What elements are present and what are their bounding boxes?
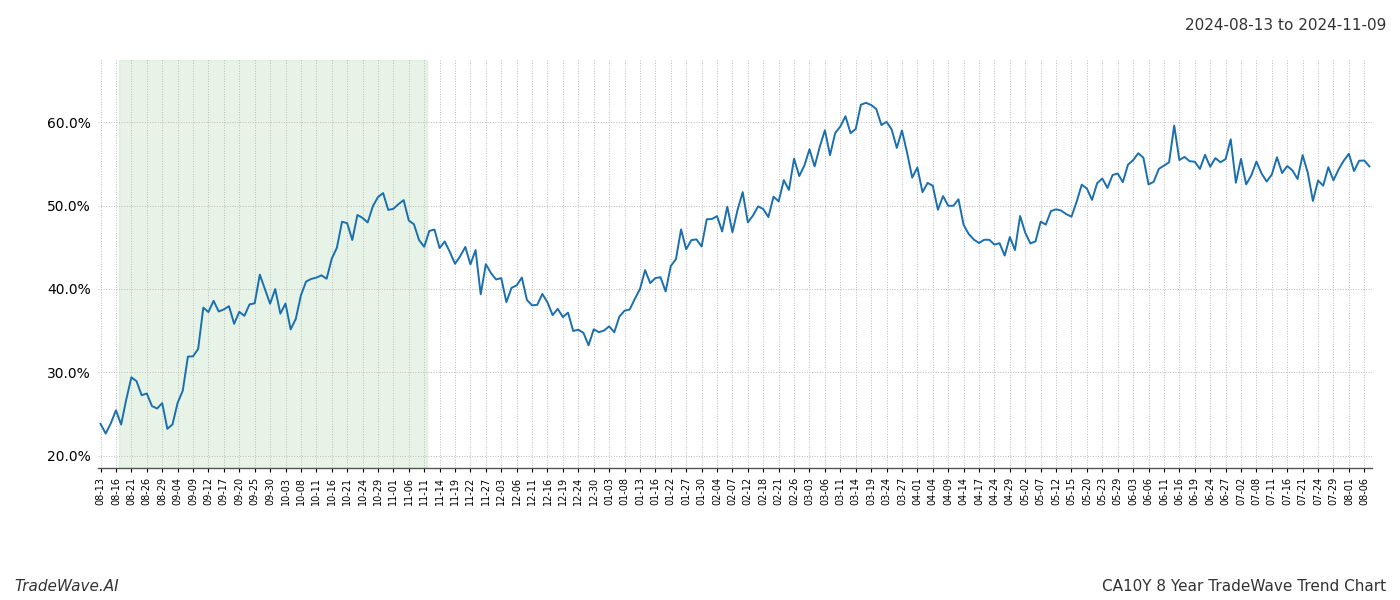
Text: TradeWave.AI: TradeWave.AI [14, 579, 119, 594]
Text: 2024-08-13 to 2024-11-09: 2024-08-13 to 2024-11-09 [1184, 18, 1386, 33]
Bar [119, 60, 427, 468]
Text: CA10Y 8 Year TradeWave Trend Chart: CA10Y 8 Year TradeWave Trend Chart [1102, 579, 1386, 594]
